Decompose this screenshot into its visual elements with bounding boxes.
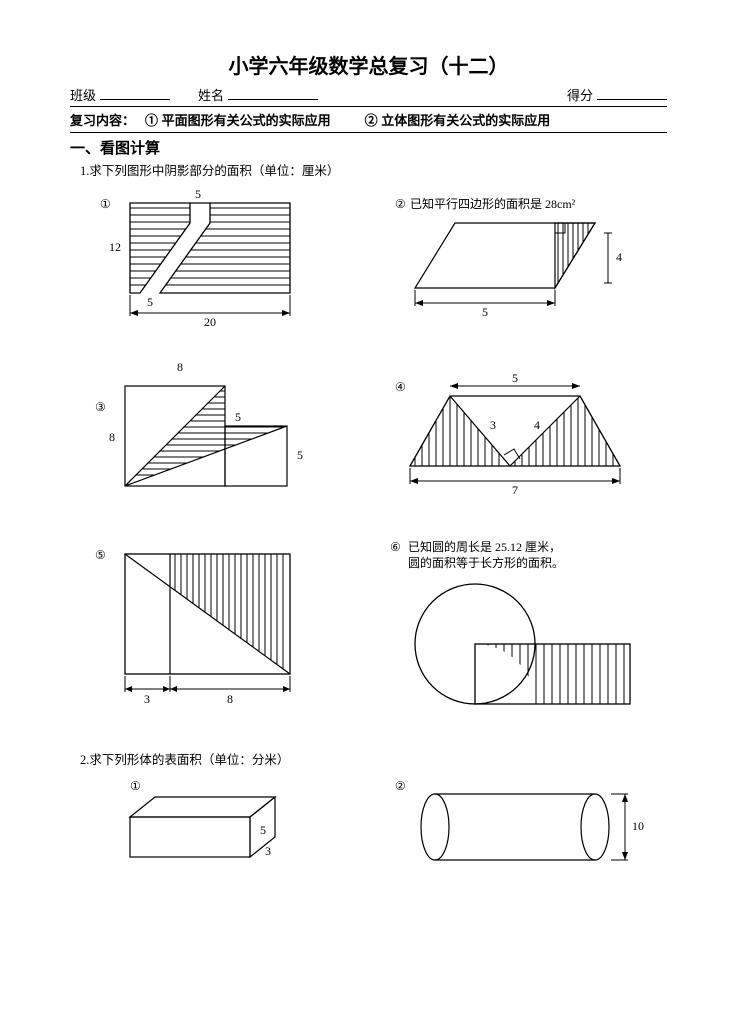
svg-text:4: 4 <box>534 418 540 432</box>
figure-1: ① <box>70 183 357 333</box>
svg-text:5: 5 <box>482 305 488 319</box>
score-label: 得分 <box>567 85 593 104</box>
review-label: 复习内容： <box>70 110 135 129</box>
svg-text:3: 3 <box>265 844 271 858</box>
name-blank[interactable] <box>228 86 318 100</box>
class-label: 班级 <box>70 85 96 104</box>
svg-text:3: 3 <box>144 692 150 706</box>
name-label: 姓名 <box>198 85 224 104</box>
svg-text:8: 8 <box>109 430 115 444</box>
svg-text:8: 8 <box>227 692 233 706</box>
svg-text:4: 4 <box>616 250 622 264</box>
page-title: 小学六年级数学总复习（十二） <box>70 50 667 79</box>
svg-text:5: 5 <box>195 187 201 201</box>
svg-text:5: 5 <box>512 371 518 385</box>
fig6-text2: 圆的面积等于长方形的面积。 <box>408 555 564 570</box>
solid-2: ② 10 <box>380 772 667 882</box>
class-blank[interactable] <box>100 86 170 100</box>
figure-3: ③ 8 8 <box>70 351 357 511</box>
svg-text:5: 5 <box>260 823 266 837</box>
svg-text:12: 12 <box>109 240 121 254</box>
fig4-num: ④ <box>395 380 406 394</box>
question-2: 2.求下列形体的表面积（单位：分米） <box>80 749 667 768</box>
svg-text:5: 5 <box>235 410 241 424</box>
svg-text:3: 3 <box>490 418 496 432</box>
solid2-num: ② <box>395 779 406 793</box>
divider-top <box>70 106 667 107</box>
figure-6: ⑥ 已知圆的周长是 25.12 厘米， 圆的面积等于长方形的面积。 <box>380 529 667 719</box>
fig1-num: ① <box>100 197 111 211</box>
question-1: 1.求下列图形中阴影部分的面积（单位：厘米） <box>80 160 667 179</box>
fig3-num: ③ <box>95 400 106 414</box>
figure-4: ④ <box>380 351 667 511</box>
score-blank[interactable] <box>597 86 667 100</box>
figure-5: ⑤ <box>70 529 357 719</box>
review-item-1: ① 平面图形有关公式的实际应用 <box>145 110 331 129</box>
svg-text:10: 10 <box>632 819 644 833</box>
solid-1: ① 5 3 <box>70 772 357 882</box>
figure-2: ② 已知平行四边形的面积是 28cm² 4 <box>380 183 667 333</box>
fig5-num: ⑤ <box>95 548 106 562</box>
fig6-text1: 已知圆的周长是 25.12 厘米， <box>408 539 561 554</box>
section-1-heading: 一、看图计算 <box>70 137 667 158</box>
svg-text:8: 8 <box>177 360 183 374</box>
review-content-row: 复习内容： ① 平面图形有关公式的实际应用 ② 立体图形有关公式的实际应用 <box>70 109 667 130</box>
svg-text:5: 5 <box>147 295 153 309</box>
svg-text:7: 7 <box>512 483 518 497</box>
svg-text:5: 5 <box>297 448 303 462</box>
fig6-num: ⑥ <box>390 540 401 554</box>
fig2-text: 已知平行四边形的面积是 28cm² <box>410 196 576 211</box>
review-item-2: ② 立体图形有关公式的实际应用 <box>365 110 551 129</box>
divider-bottom <box>70 132 667 133</box>
solid1-num: ① <box>130 779 141 793</box>
svg-text:20: 20 <box>204 315 216 329</box>
fig2-num: ② <box>395 197 406 211</box>
student-info-row: 班级 姓名 得分 <box>70 85 667 104</box>
